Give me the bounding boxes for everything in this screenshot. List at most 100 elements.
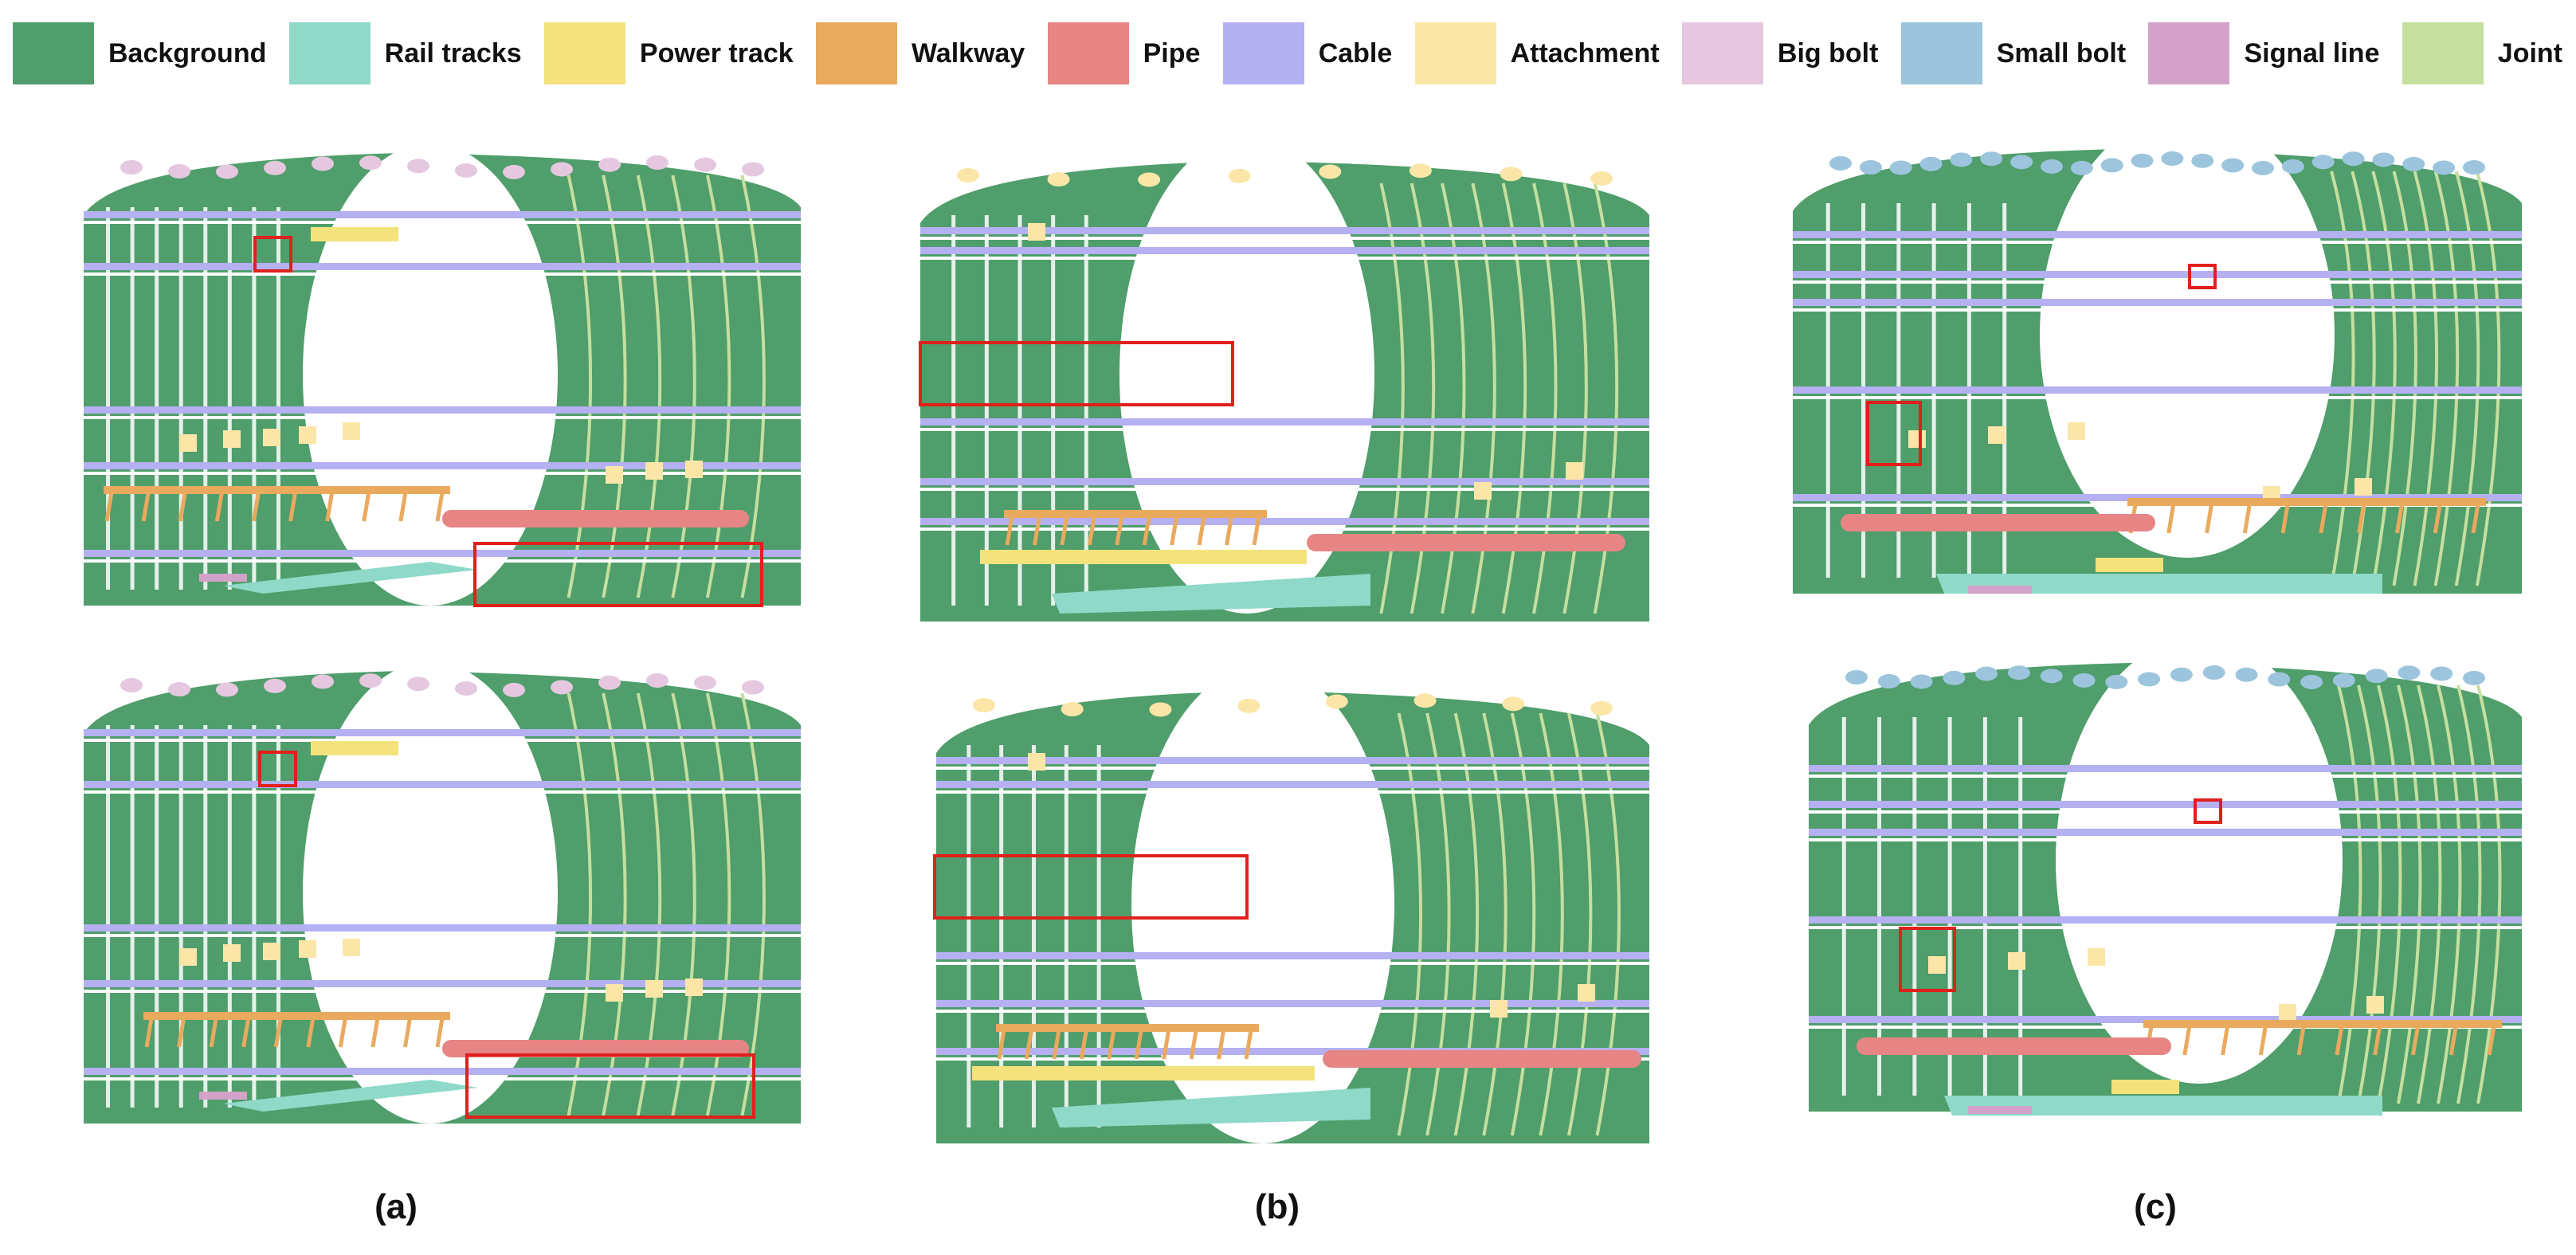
bolt	[1138, 172, 1161, 187]
bolt	[2300, 674, 2323, 689]
bolt	[1919, 156, 1943, 171]
legend-label: Rail tracks	[384, 37, 522, 69]
cable-gap	[1793, 396, 2522, 399]
walkway-support	[1005, 516, 1014, 546]
signal-line	[199, 574, 247, 582]
walkway-support	[435, 1018, 445, 1048]
walkway-support	[144, 1018, 154, 1048]
bolt	[1237, 698, 1261, 713]
attachment	[263, 429, 280, 446]
ring-joint	[2330, 171, 2355, 586]
legend-item-signal-line: Signal line	[2148, 22, 2380, 84]
pipe	[442, 510, 749, 527]
cable-gap	[936, 962, 1649, 965]
bolt	[2170, 667, 2193, 682]
bolt	[2463, 670, 2485, 685]
signal-line	[1968, 1106, 2032, 1114]
bolt	[2040, 669, 2063, 684]
attachment	[223, 944, 241, 962]
tunnel-a-top	[84, 143, 801, 607]
bolt	[1910, 674, 1933, 689]
ring-joint	[2433, 171, 2460, 586]
highlight-box	[919, 341, 1234, 406]
bolt	[216, 164, 238, 179]
highlight-box	[258, 751, 297, 787]
power-track	[311, 227, 398, 241]
tunnel-b-top	[919, 135, 1649, 622]
bolt	[312, 674, 334, 689]
bolt	[694, 157, 716, 172]
walkway-support	[2449, 1026, 2458, 1056]
signal-line	[199, 1092, 247, 1100]
power-track	[2096, 558, 2163, 572]
bolt	[551, 680, 573, 695]
walkway-support	[2433, 504, 2442, 534]
cable-gap	[84, 472, 801, 475]
highlight-box	[473, 542, 763, 607]
tunnel-c-bottom	[1809, 637, 2522, 1116]
ring-joint	[567, 175, 593, 598]
attachment	[299, 426, 316, 444]
bolt	[1590, 171, 1613, 186]
highlight-box	[465, 1053, 755, 1119]
walkway	[1004, 510, 1267, 518]
bolt	[1319, 164, 1342, 179]
bolt	[2041, 159, 2063, 174]
walkway-support	[2182, 1026, 2192, 1056]
walkway-support	[1087, 516, 1096, 546]
cable-line	[1809, 916, 2522, 924]
bolt	[359, 155, 382, 171]
cable-line	[1793, 494, 2522, 501]
walkway-support	[1225, 516, 1234, 546]
bolt	[2138, 672, 2161, 687]
ring-joint	[2337, 684, 2362, 1104]
attachment	[1988, 426, 2006, 444]
cable-gap	[920, 237, 1649, 240]
attachment	[343, 422, 360, 440]
cable-line	[1793, 386, 2522, 394]
tunnel-opening	[2040, 112, 2335, 558]
bolt	[1061, 702, 1084, 717]
ring-joint	[2417, 684, 2442, 1104]
walkway-support	[306, 1018, 316, 1048]
ring-joint	[705, 175, 731, 598]
bolt	[264, 160, 286, 175]
cable-line	[84, 406, 801, 414]
bolt	[503, 682, 525, 697]
bolt	[2433, 160, 2456, 175]
cable-gap	[920, 428, 1649, 431]
walkway-support	[209, 1018, 218, 1048]
bolt	[2311, 155, 2335, 170]
bolt	[2131, 153, 2154, 168]
bolt	[973, 698, 995, 712]
walkway-support	[2357, 504, 2366, 534]
rail-tracks	[223, 1080, 478, 1112]
cable-line	[936, 781, 1649, 788]
ring-joint	[740, 175, 766, 598]
bolt	[264, 678, 286, 693]
walkway-support	[362, 492, 371, 522]
walkway-support	[214, 492, 224, 522]
cable-line	[84, 729, 801, 736]
walkway-support	[178, 492, 187, 522]
cable-gap	[84, 790, 801, 794]
walkway-support	[1024, 1029, 1033, 1060]
walkway-support	[1142, 516, 1151, 546]
legend-item-attachment: Attachment	[1414, 22, 1660, 84]
bolt	[503, 164, 525, 179]
walkway-support	[2296, 1026, 2306, 1056]
legend-item-big-bolt: Big bolt	[1681, 22, 1878, 84]
tunnel-b-bottom	[933, 665, 1649, 1143]
legend-label: Background	[108, 37, 267, 69]
bolt	[2430, 666, 2453, 681]
walkway	[143, 1012, 450, 1020]
attachment	[2366, 996, 2384, 1014]
tunnel-opening	[2056, 637, 2343, 1084]
bolt	[694, 675, 716, 690]
bolt	[2105, 674, 2128, 689]
highlight-box	[1866, 401, 1922, 466]
walkway-support	[104, 492, 114, 522]
highlight-box	[2188, 264, 2217, 289]
bolt	[2202, 665, 2225, 680]
